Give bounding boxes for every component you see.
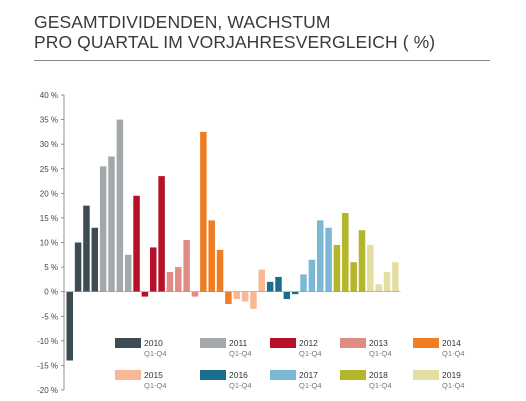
bar-2019-q1 bbox=[367, 244, 374, 292]
bar-2013-q4 bbox=[191, 291, 199, 297]
legend-sublabel-2017: Q1-Q4 bbox=[299, 381, 322, 390]
bar-2017-q1 bbox=[300, 274, 307, 292]
bar-2015-q4 bbox=[258, 269, 266, 292]
legend: 2010Q1-Q42011Q1-Q42012Q1-Q42013Q1-Q42014… bbox=[115, 338, 465, 390]
y-tick-label: 40 % bbox=[40, 91, 58, 100]
y-tick-label: 35 % bbox=[40, 116, 58, 125]
legend-label-2014: 2014 bbox=[442, 338, 461, 348]
bar-2016-q2 bbox=[275, 276, 282, 292]
bar-2018-q4 bbox=[358, 230, 366, 292]
bar-2013-q1 bbox=[166, 272, 174, 292]
legend-swatch-2012 bbox=[270, 338, 296, 348]
y-tick-label: 30 % bbox=[40, 140, 58, 149]
y-tick-label: -10 % bbox=[37, 337, 58, 346]
bar-2017-q4 bbox=[325, 227, 332, 292]
y-axis: 40 % 35 % 30 % 25 % 20 % 15 % 10 % 5 % 0 % -5 % -1… bbox=[37, 91, 65, 395]
legend-swatch-2015 bbox=[115, 370, 141, 380]
bar-2012-q4 bbox=[158, 176, 165, 292]
legend-swatch-2019 bbox=[413, 370, 439, 380]
bar-2010-q4 bbox=[91, 227, 99, 292]
title-divider bbox=[34, 60, 490, 61]
chart-title-line-1: GESAMTDIVIDENDEN, WACHSTUM bbox=[34, 12, 331, 32]
bar-2014-q4 bbox=[225, 291, 232, 304]
bar-2019-q4 bbox=[392, 262, 399, 292]
bar-2016-q4 bbox=[291, 291, 299, 295]
legend-label-2017: 2017 bbox=[299, 370, 318, 380]
legend-sublabel-2013: Q1-Q4 bbox=[369, 349, 392, 358]
bar-2016-q1 bbox=[266, 281, 274, 292]
y-tick-label: 20 % bbox=[40, 189, 58, 198]
legend-sublabel-2012: Q1-Q4 bbox=[299, 349, 322, 358]
legend-label-2013: 2013 bbox=[369, 338, 388, 348]
legend-sublabel-2015: Q1-Q4 bbox=[144, 381, 167, 390]
legend-swatch-2018 bbox=[340, 370, 366, 380]
bar-2017-q3 bbox=[317, 220, 324, 292]
legend-label-2015: 2015 bbox=[144, 370, 163, 380]
chart-title-line-2: PRO QUARTAL IM VORJAHRESVERGLEICH ( %) bbox=[34, 32, 436, 52]
bar-2012-q1 bbox=[133, 195, 140, 292]
chart-title: GESAMTDIVIDENDEN, WACHSTUM PRO QUARTAL I… bbox=[34, 12, 504, 52]
y-tick-label: 0 % bbox=[44, 288, 58, 297]
legend-sublabel-2011: Q1-Q4 bbox=[229, 349, 252, 358]
legend-swatch-2011 bbox=[200, 338, 226, 348]
legend-sublabel-2018: Q1-Q4 bbox=[369, 381, 392, 390]
bar-2019-q3 bbox=[383, 272, 391, 292]
bar-2010-q1 bbox=[66, 291, 73, 361]
y-tick-label: 15 % bbox=[40, 214, 58, 223]
legend-swatch-2014 bbox=[413, 338, 439, 348]
legend-swatch-2017 bbox=[270, 370, 296, 380]
bar-2010-q3 bbox=[83, 205, 90, 292]
bar-2011-q1 bbox=[99, 166, 107, 292]
bar-2013-q3 bbox=[183, 240, 190, 292]
bar-2014-q3 bbox=[216, 249, 224, 292]
y-tick-label: -5 % bbox=[42, 312, 58, 321]
legend-sublabel-2016: Q1-Q4 bbox=[229, 381, 252, 390]
y-tick-label: 10 % bbox=[40, 239, 58, 248]
legend-label-2012: 2012 bbox=[299, 338, 318, 348]
legend-label-2019: 2019 bbox=[442, 370, 461, 380]
bar-2018-q3 bbox=[350, 262, 357, 292]
legend-sublabel-2010: Q1-Q4 bbox=[144, 349, 167, 358]
y-tick-label: 25 % bbox=[40, 165, 58, 174]
bar-2015-q2 bbox=[241, 291, 249, 302]
y-tick-label: 5 % bbox=[44, 263, 58, 272]
legend-sublabel-2014: Q1-Q4 bbox=[442, 349, 465, 358]
legend-label-2010: 2010 bbox=[144, 338, 163, 348]
bar-2014-q2 bbox=[208, 220, 215, 292]
bar-2012-q3 bbox=[150, 247, 157, 292]
bar-2018-q2 bbox=[342, 213, 349, 292]
legend-label-2011: 2011 bbox=[229, 338, 248, 348]
bar-2018-q1 bbox=[333, 244, 341, 292]
legend-label-2016: 2016 bbox=[229, 370, 248, 380]
bar-2016-q3 bbox=[283, 291, 291, 300]
bar-2011-q3 bbox=[116, 119, 124, 292]
bar-series bbox=[64, 119, 401, 361]
bar-2019-q2 bbox=[375, 284, 382, 292]
bar-2015-q1 bbox=[233, 291, 240, 300]
bar-2011-q2 bbox=[108, 156, 115, 292]
legend-swatch-2010 bbox=[115, 338, 141, 348]
bar-2013-q2 bbox=[175, 267, 182, 292]
bar-2014-q1 bbox=[200, 131, 207, 292]
legend-swatch-2016 bbox=[200, 370, 226, 380]
bar-2015-q3 bbox=[250, 291, 257, 309]
bar-2011-q4 bbox=[124, 254, 132, 292]
legend-label-2018: 2018 bbox=[369, 370, 388, 380]
legend-swatch-2013 bbox=[340, 338, 366, 348]
bar-2010-q2 bbox=[74, 242, 82, 292]
y-tick-label: -20 % bbox=[37, 386, 58, 395]
bar-2012-q2 bbox=[141, 291, 149, 297]
y-tick-label: -15 % bbox=[37, 361, 58, 370]
legend-sublabel-2019: Q1-Q4 bbox=[442, 381, 465, 390]
bar-2017-q2 bbox=[308, 259, 316, 292]
